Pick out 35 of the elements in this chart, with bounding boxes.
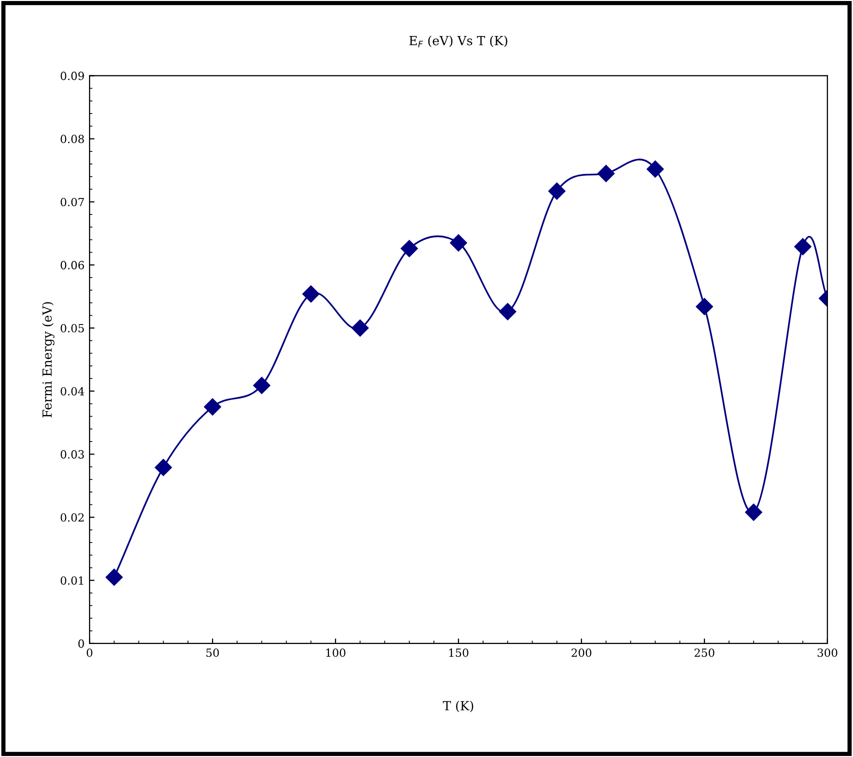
x-tick-label: 50 bbox=[206, 648, 219, 657]
y-tick-label: 0.06 bbox=[60, 260, 84, 270]
x-tick-label: 250 bbox=[694, 648, 714, 657]
point bbox=[352, 319, 369, 337]
x-tick-label: 200 bbox=[572, 648, 592, 657]
point bbox=[154, 458, 172, 476]
point bbox=[598, 164, 615, 182]
point bbox=[794, 238, 812, 256]
y-tick-label: 0.08 bbox=[60, 134, 84, 144]
point bbox=[646, 160, 664, 178]
y-tick-label: 0.07 bbox=[60, 198, 84, 206]
y-tick-label: 0.09 bbox=[60, 72, 84, 80]
y-tick-label: 0.02 bbox=[60, 513, 84, 522]
point bbox=[548, 182, 566, 200]
point bbox=[253, 376, 270, 394]
y-tick-label: 0.03 bbox=[60, 450, 84, 459]
point bbox=[499, 303, 516, 320]
x-tick-label: 0 bbox=[86, 648, 92, 657]
x-axis-title: T (K) bbox=[442, 700, 474, 712]
point bbox=[400, 240, 418, 258]
point bbox=[106, 568, 123, 586]
y-tick-label: 0 bbox=[78, 639, 84, 648]
point bbox=[745, 504, 762, 521]
point bbox=[204, 398, 222, 416]
x-tick-label: 150 bbox=[449, 648, 468, 657]
y-axis-title: Fermi Energy (eV) bbox=[42, 302, 54, 418]
x-tick-label: 100 bbox=[326, 648, 346, 657]
point bbox=[302, 285, 320, 303]
point bbox=[450, 234, 468, 252]
point bbox=[696, 298, 713, 316]
chart-title: E$_{F}$ (eV) Vs T (K) bbox=[409, 36, 508, 48]
y-tick-label: 0.01 bbox=[60, 576, 84, 585]
x-tick-label: 300 bbox=[818, 648, 838, 657]
y-tick-label: 0.04 bbox=[60, 387, 84, 396]
y-tick-label: 0.05 bbox=[60, 324, 84, 332]
